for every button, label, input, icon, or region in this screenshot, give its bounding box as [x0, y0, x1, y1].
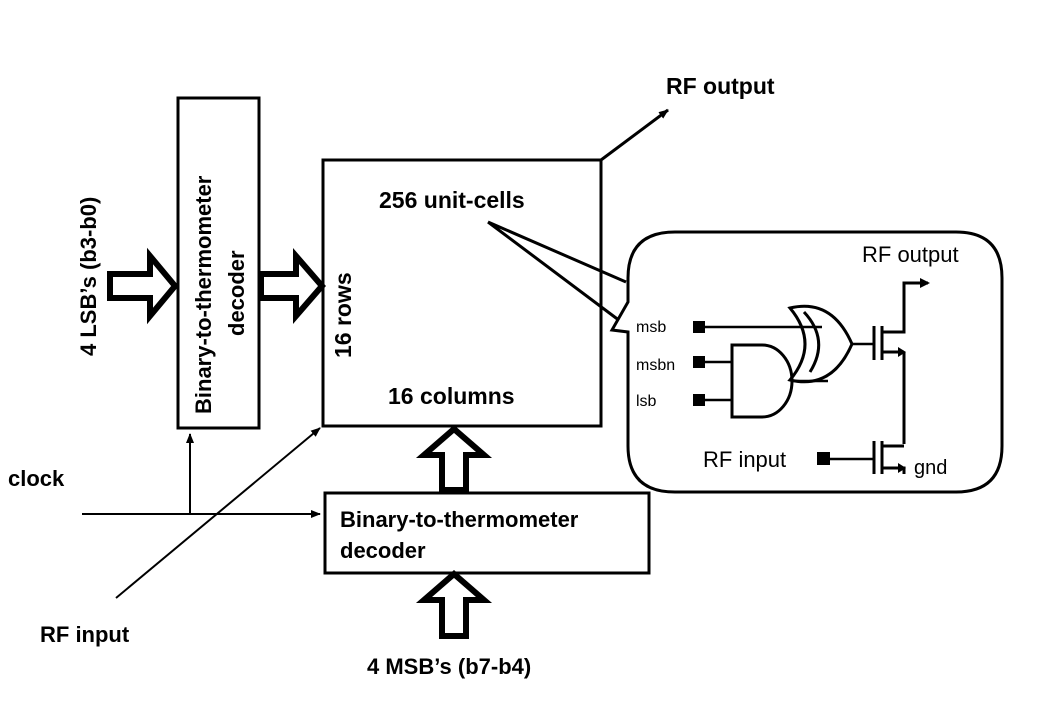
- clock-label: clock: [8, 466, 65, 491]
- upper-transistor: [872, 281, 928, 360]
- cell-gnd-label: gnd: [914, 457, 947, 479]
- rf-input-pad: [817, 452, 830, 465]
- cell-lsb-label: lsb: [636, 393, 657, 410]
- bottom-decoder-line2: decoder: [340, 538, 426, 563]
- and-gate: [730, 343, 794, 419]
- left-decoder-box: [176, 96, 261, 430]
- lsb-input-arrow: [107, 247, 179, 325]
- msbn-pad: [693, 356, 705, 368]
- left-decoder-line1: Binary-to-thermometer: [191, 175, 216, 414]
- msb-pad: [693, 321, 705, 333]
- or-gate-back-curve: [802, 310, 821, 373]
- bottom-decoder-line1: Binary-to-thermometer: [340, 507, 579, 532]
- msb-input-arrow: [415, 570, 493, 639]
- rf-input-arrow: [115, 427, 321, 599]
- callout-lines: [487, 220, 633, 332]
- rf-input-label: RF input: [40, 622, 130, 647]
- cell-msb-label: msb: [636, 319, 666, 336]
- columns-arrow: [415, 425, 493, 493]
- unit-cell-detail: RF output msb msbn lsb RF input gnd: [609, 230, 1004, 494]
- lsb-pad: [693, 394, 705, 406]
- or-gate: [787, 304, 854, 384]
- rows-label: 16 rows: [330, 272, 356, 358]
- left-decoder-line2: decoder: [224, 250, 249, 336]
- msb-input-label: 4 MSB’s (b7-b4): [367, 654, 531, 679]
- columns-label: 16 columns: [388, 383, 515, 409]
- unit-cells-label: 256 unit-cells: [379, 187, 525, 213]
- lsb-input-label: 4 LSB’s (b3-b0): [76, 197, 101, 356]
- cell-rf-output-label: RF output: [862, 242, 959, 267]
- bottom-decoder-box: [323, 491, 651, 575]
- rows-arrow: [258, 247, 326, 325]
- cell-rf-input-label: RF input: [703, 447, 786, 472]
- cell-msbn-label: msbn: [636, 357, 675, 374]
- rf-output-label: RF output: [666, 73, 775, 99]
- unit-cell-matrix-box: [321, 158, 603, 428]
- rf-output-arrow: [600, 108, 669, 162]
